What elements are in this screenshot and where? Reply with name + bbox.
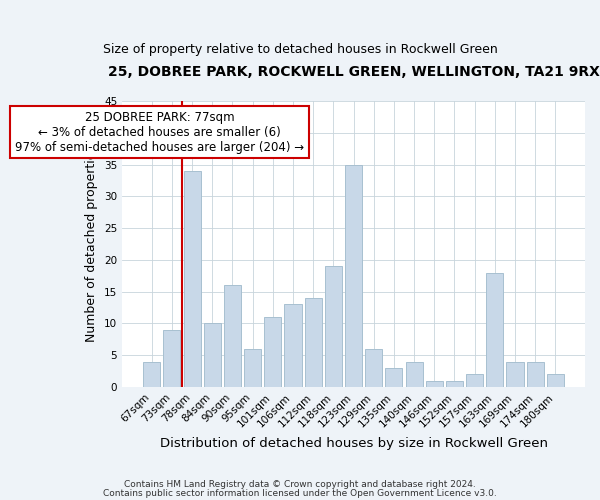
- Text: 25 DOBREE PARK: 77sqm
← 3% of detached houses are smaller (6)
97% of semi-detach: 25 DOBREE PARK: 77sqm ← 3% of detached h…: [15, 110, 304, 154]
- Y-axis label: Number of detached properties: Number of detached properties: [85, 146, 98, 342]
- Bar: [426, 380, 443, 387]
- Bar: [305, 298, 322, 387]
- Bar: [486, 272, 503, 387]
- Bar: [224, 286, 241, 387]
- X-axis label: Distribution of detached houses by size in Rockwell Green: Distribution of detached houses by size …: [160, 437, 548, 450]
- Text: Contains HM Land Registry data © Crown copyright and database right 2024.: Contains HM Land Registry data © Crown c…: [124, 480, 476, 489]
- Bar: [264, 317, 281, 387]
- Bar: [284, 304, 302, 387]
- Bar: [466, 374, 483, 387]
- Bar: [506, 362, 524, 387]
- Bar: [385, 368, 403, 387]
- Bar: [547, 374, 564, 387]
- Bar: [203, 324, 221, 387]
- Bar: [527, 362, 544, 387]
- Bar: [345, 164, 362, 387]
- Bar: [184, 171, 200, 387]
- Bar: [365, 349, 382, 387]
- Bar: [446, 380, 463, 387]
- Bar: [143, 362, 160, 387]
- Bar: [325, 266, 342, 387]
- Bar: [163, 330, 181, 387]
- Bar: [406, 362, 422, 387]
- Text: Contains public sector information licensed under the Open Government Licence v3: Contains public sector information licen…: [103, 488, 497, 498]
- Title: 25, DOBREE PARK, ROCKWELL GREEN, WELLINGTON, TA21 9RX: 25, DOBREE PARK, ROCKWELL GREEN, WELLING…: [107, 65, 599, 79]
- Bar: [244, 349, 261, 387]
- Text: Size of property relative to detached houses in Rockwell Green: Size of property relative to detached ho…: [103, 42, 497, 56]
